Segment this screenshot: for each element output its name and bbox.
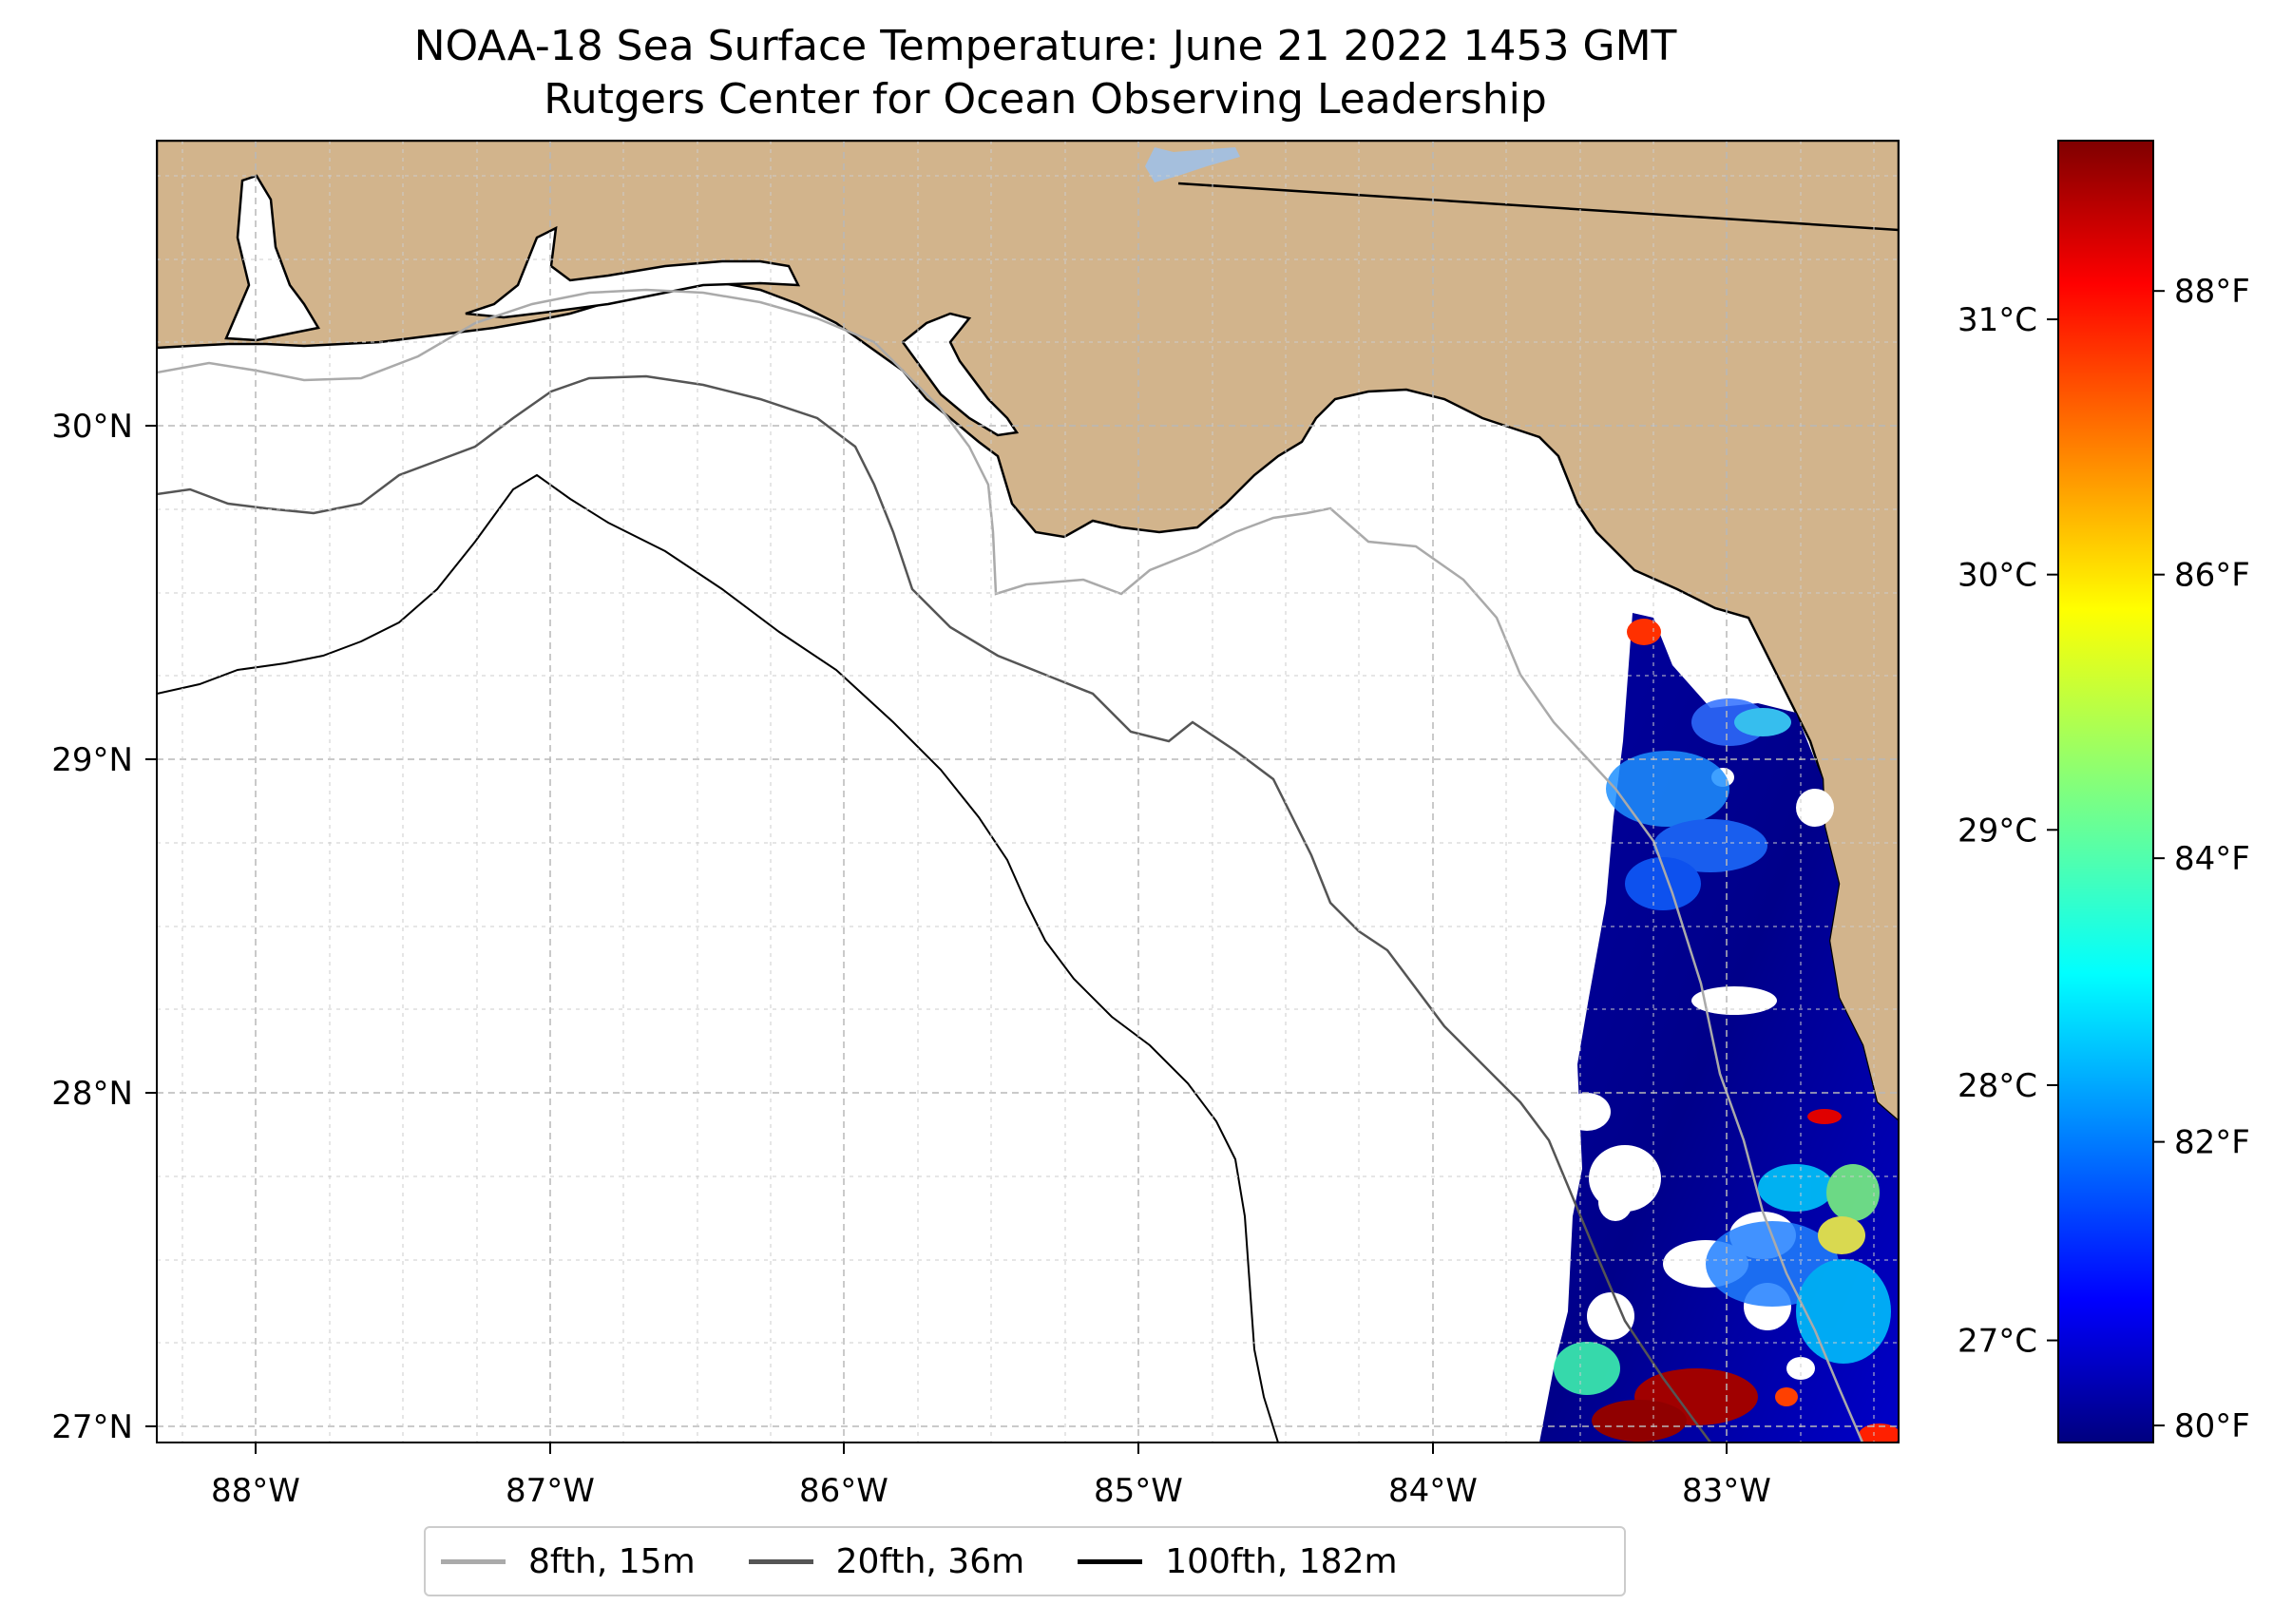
colorbar-fahrenheit-label: 88°F [2174,273,2250,311]
legend-item-100fth: 100fth, 182m [1078,1542,1435,1581]
colorbar-celsius-label: 29°C [1958,812,2037,850]
legend-label: 8fth, 15m [528,1541,696,1581]
colorbar-fahrenheit-label: 82°F [2174,1124,2250,1162]
contour-20fth [157,374,1712,1442]
lon-tick-label: 86°W [799,1472,888,1510]
map-frame [156,140,1900,1443]
colorbar-gradient [2057,140,2154,1443]
sst-data-swath [1539,613,1899,1442]
lon-tick-label: 83°W [1682,1472,1771,1510]
contour-100fth [157,473,1279,1442]
legend-label: 100fth, 182m [1165,1541,1398,1581]
apalachicola-bay [901,312,1020,437]
lat-tick-label: 29°N [51,741,133,779]
lat-axis-labels: 30°N 29°N 28°N 27°N [51,408,133,1446]
lon-tick-label: 85°W [1094,1472,1183,1510]
colorbar-fahrenheit-label: 84°F [2174,840,2250,878]
colorbar-celsius-ticks: 27°C 28°C 29°C 30°C 31°C [1958,301,2058,1361]
lat-tick-label: 27°N [51,1408,133,1446]
colorbar-fahrenheit-ticks: 80°F 82°F 84°F 86°F 88°F [2153,273,2250,1445]
lake [1145,147,1240,182]
colorbar-fahrenheit-label: 80°F [2174,1407,2250,1445]
colorbar-fahrenheit-label: 86°F [2174,557,2250,595]
pensacola-bay [465,225,801,319]
legend-item-8fth: 8fth, 15m [441,1542,734,1581]
lon-tick-label: 88°W [211,1472,300,1510]
map-gridlines [157,141,1899,1442]
contour-8fth [157,288,1864,1442]
colorbar-celsius-label: 28°C [1958,1067,2037,1105]
legend-line-swatch [748,1558,813,1564]
colorbar-celsius-label: 27°C [1958,1323,2037,1361]
axis-ticks [145,425,1728,1454]
lon-tick-label: 87°W [506,1472,595,1510]
colorbar: 27°C 28°C 29°C 30°C 31°C 80°F 82°F 84°F 86°F 88°… [1958,140,2250,1445]
colorbar-celsius-label: 31°C [1958,301,2037,339]
legend-line-swatch [1078,1558,1143,1564]
contour-legend: 8fth, 15m 20fth, 36m 100fth, 182m [424,1526,1626,1596]
legend-line-swatch [441,1558,506,1564]
map-minor-gridlines [157,141,1899,1442]
legend-label: 20fth, 36m [835,1541,1025,1581]
lat-tick-label: 28°N [51,1075,133,1113]
lon-axis-labels: 88°W 87°W 86°W 85°W 84°W 83°W [211,1472,1771,1510]
chart-subtitle: Rutgers Center for Ocean Observing Leade… [544,75,1547,124]
mobile-bay [224,174,320,342]
state-boundary [1177,182,1899,232]
lat-tick-label: 30°N [51,408,133,446]
lon-tick-label: 84°W [1388,1472,1478,1510]
legend-item-20fth: 20fth, 36m [748,1541,1063,1581]
colorbar-celsius-label: 30°C [1958,557,2037,595]
chart-title: NOAA-18 Sea Surface Temperature: June 21… [413,22,1677,70]
